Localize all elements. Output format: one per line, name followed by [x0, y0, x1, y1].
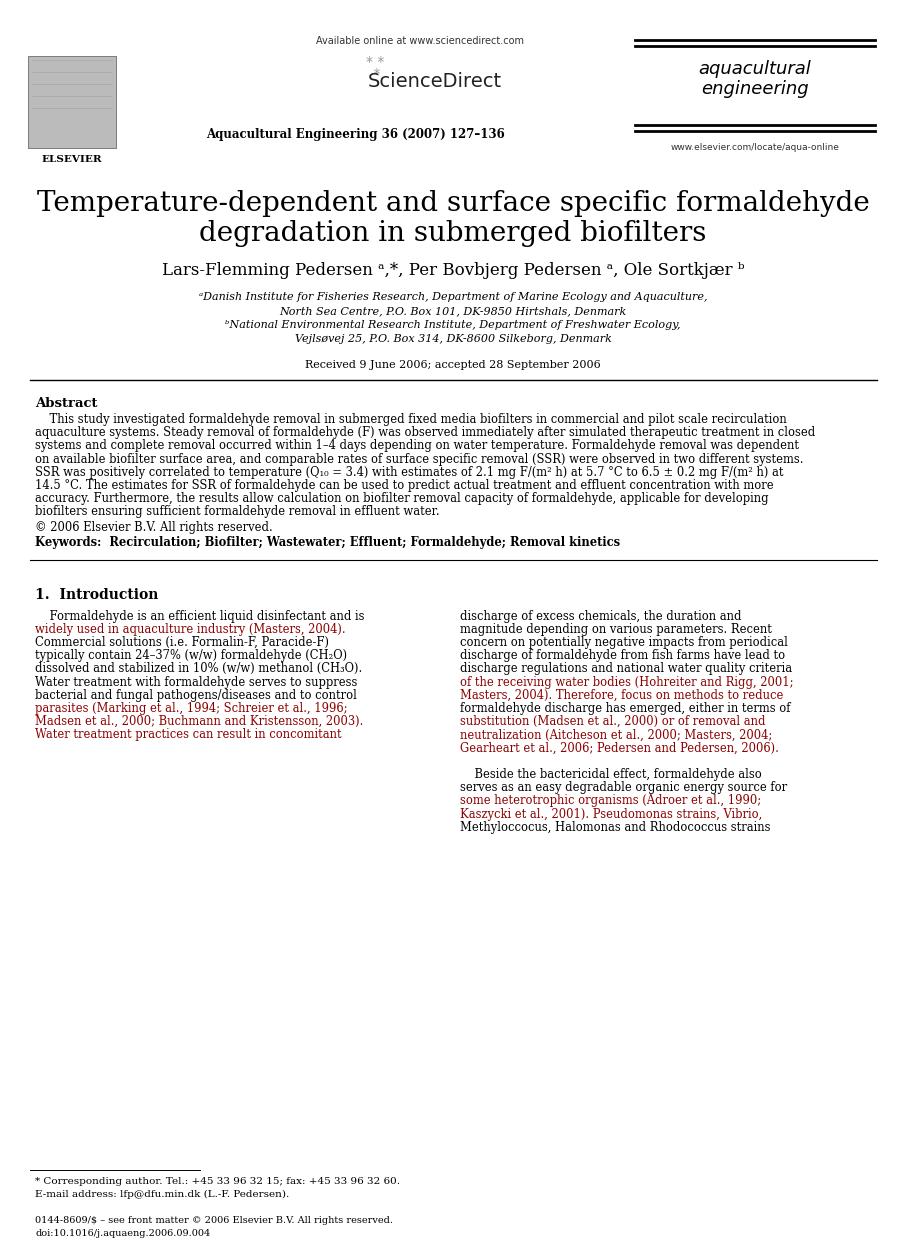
Text: neutralization (Aitcheson et al., 2000; Masters, 2004;: neutralization (Aitcheson et al., 2000; …	[460, 728, 772, 742]
Text: North Sea Centre, P.O. Box 101, DK-9850 Hirtshals, Denmark: North Sea Centre, P.O. Box 101, DK-9850 …	[279, 306, 627, 316]
Text: ScienceDirect: ScienceDirect	[368, 72, 502, 92]
Text: Abstract: Abstract	[35, 397, 97, 410]
Text: Gearheart et al., 2006; Pedersen and Pedersen, 2006).: Gearheart et al., 2006; Pedersen and Ped…	[460, 742, 779, 755]
Text: systems and complete removal occurred within 1–4 days depending on water tempera: systems and complete removal occurred wi…	[35, 439, 799, 452]
Text: Lars-Flemming Pedersen ᵃ,*, Per Bovbjerg Pedersen ᵃ, Ole Sortkjær ᵇ: Lars-Flemming Pedersen ᵃ,*, Per Bovbjerg…	[161, 262, 745, 279]
Text: SSR was positively correlated to temperature (Q₁₀ = 3.4) with estimates of 2.1 m: SSR was positively correlated to tempera…	[35, 465, 784, 479]
Text: Masters, 2004). Therefore, focus on methods to reduce: Masters, 2004). Therefore, focus on meth…	[460, 688, 784, 702]
Text: 1.  Introduction: 1. Introduction	[35, 588, 159, 602]
Text: parasites (Marking et al., 1994; Schreier et al., 1996;: parasites (Marking et al., 1994; Schreie…	[35, 702, 347, 716]
Text: of the receiving water bodies (Hohreiter and Rigg, 2001;: of the receiving water bodies (Hohreiter…	[460, 676, 794, 688]
FancyBboxPatch shape	[28, 56, 116, 149]
Text: discharge of formaldehyde from fish farms have lead to: discharge of formaldehyde from fish farm…	[460, 649, 785, 662]
Text: * *
 *: * * *	[366, 54, 385, 80]
Text: substitution (Madsen et al., 2000) or of removal and: substitution (Madsen et al., 2000) or of…	[460, 716, 766, 728]
Text: Water treatment with formaldehyde serves to suppress: Water treatment with formaldehyde serves…	[35, 676, 357, 688]
Text: formaldehyde discharge has emerged, either in terms of: formaldehyde discharge has emerged, eith…	[460, 702, 791, 716]
Text: ᵇNational Environmental Research Institute, Department of Freshwater Ecology,: ᵇNational Environmental Research Institu…	[225, 319, 681, 331]
Text: Vejlsøvej 25, P.O. Box 314, DK-8600 Silkeborg, Denmark: Vejlsøvej 25, P.O. Box 314, DK-8600 Silk…	[295, 334, 611, 344]
Text: Commercial solutions (i.e. Formalin-F, Paracide-F): Commercial solutions (i.e. Formalin-F, P…	[35, 636, 329, 649]
Text: aquaculture systems. Steady removal of formaldehyde (F) was observed immediately: aquaculture systems. Steady removal of f…	[35, 426, 815, 439]
Text: Temperature-dependent and surface specific formaldehyde: Temperature-dependent and surface specif…	[36, 189, 870, 217]
Text: Available online at www.sciencedirect.com: Available online at www.sciencedirect.co…	[316, 36, 524, 46]
Text: Beside the bactericidal effect, formaldehyde also: Beside the bactericidal effect, formalde…	[460, 768, 762, 781]
Text: on available biofilter surface area, and comparable rates of surface specific re: on available biofilter surface area, and…	[35, 453, 804, 465]
Text: Keywords:  Recirculation; Biofilter; Wastewater; Effluent; Formaldehyde; Removal: Keywords: Recirculation; Biofilter; Wast…	[35, 536, 620, 548]
Text: © 2006 Elsevier B.V. All rights reserved.: © 2006 Elsevier B.V. All rights reserved…	[35, 521, 273, 534]
Text: Aquacultural Engineering 36 (2007) 127–136: Aquacultural Engineering 36 (2007) 127–1…	[206, 128, 504, 141]
Text: discharge regulations and national water quality criteria: discharge regulations and national water…	[460, 662, 792, 676]
Text: magnitude depending on various parameters. Recent: magnitude depending on various parameter…	[460, 623, 772, 636]
Text: www.elsevier.com/locate/aqua-online: www.elsevier.com/locate/aqua-online	[670, 144, 840, 152]
Text: engineering: engineering	[701, 80, 809, 98]
Text: concern on potentially negative impacts from periodical: concern on potentially negative impacts …	[460, 636, 788, 649]
Text: 0144-8609/$ – see front matter © 2006 Elsevier B.V. All rights reserved.: 0144-8609/$ – see front matter © 2006 El…	[35, 1216, 393, 1224]
Text: typically contain 24–37% (w/w) formaldehyde (CH₂O): typically contain 24–37% (w/w) formaldeh…	[35, 649, 347, 662]
Text: serves as an easy degradable organic energy source for: serves as an easy degradable organic ene…	[460, 781, 787, 795]
Text: bacterial and fungal pathogens/diseases and to control: bacterial and fungal pathogens/diseases …	[35, 688, 356, 702]
Text: doi:10.1016/j.aquaeng.2006.09.004: doi:10.1016/j.aquaeng.2006.09.004	[35, 1229, 210, 1238]
Text: ELSEVIER: ELSEVIER	[42, 155, 102, 163]
Text: Methyloccocus, Halomonas and Rhodococcus strains: Methyloccocus, Halomonas and Rhodococcus…	[460, 821, 771, 834]
Text: dissolved and stabilized in 10% (w/w) methanol (CH₃O).: dissolved and stabilized in 10% (w/w) me…	[35, 662, 362, 676]
Text: biofilters ensuring sufficient formaldehyde removal in effluent water.: biofilters ensuring sufficient formaldeh…	[35, 505, 440, 519]
Text: 14.5 °C. The estimates for SSR of formaldehyde can be used to predict actual tre: 14.5 °C. The estimates for SSR of formal…	[35, 479, 774, 491]
Text: Madsen et al., 2000; Buchmann and Kristensson, 2003).: Madsen et al., 2000; Buchmann and Kriste…	[35, 716, 364, 728]
Text: Kaszycki et al., 2001). Pseudomonas strains, Vibrio,: Kaszycki et al., 2001). Pseudomonas stra…	[460, 807, 762, 821]
Text: widely used in aquaculture industry (Masters, 2004).: widely used in aquaculture industry (Mas…	[35, 623, 346, 636]
Text: Received 9 June 2006; accepted 28 September 2006: Received 9 June 2006; accepted 28 Septem…	[305, 360, 600, 370]
Text: E-mail address: lfp@dfu.min.dk (L.-F. Pedersen).: E-mail address: lfp@dfu.min.dk (L.-F. Pe…	[35, 1190, 289, 1200]
Text: This study investigated formaldehyde removal in submerged fixed media biofilters: This study investigated formaldehyde rem…	[35, 413, 786, 426]
Text: degradation in submerged biofilters: degradation in submerged biofilters	[200, 220, 707, 248]
Text: some heterotrophic organisms (Adroer et al., 1990;: some heterotrophic organisms (Adroer et …	[460, 795, 761, 807]
Text: discharge of excess chemicals, the duration and: discharge of excess chemicals, the durat…	[460, 609, 742, 623]
Text: accuracy. Furthermore, the results allow calculation on biofilter removal capaci: accuracy. Furthermore, the results allow…	[35, 493, 768, 505]
Text: Formaldehyde is an efficient liquid disinfectant and is: Formaldehyde is an efficient liquid disi…	[35, 609, 365, 623]
Text: ᵃDanish Institute for Fisheries Research, Department of Marine Ecology and Aquac: ᵃDanish Institute for Fisheries Research…	[199, 292, 707, 302]
Text: * Corresponding author. Tel.: +45 33 96 32 15; fax: +45 33 96 32 60.: * Corresponding author. Tel.: +45 33 96 …	[35, 1177, 400, 1186]
Text: Water treatment practices can result in concomitant: Water treatment practices can result in …	[35, 728, 342, 742]
Text: aquacultural: aquacultural	[698, 59, 812, 78]
